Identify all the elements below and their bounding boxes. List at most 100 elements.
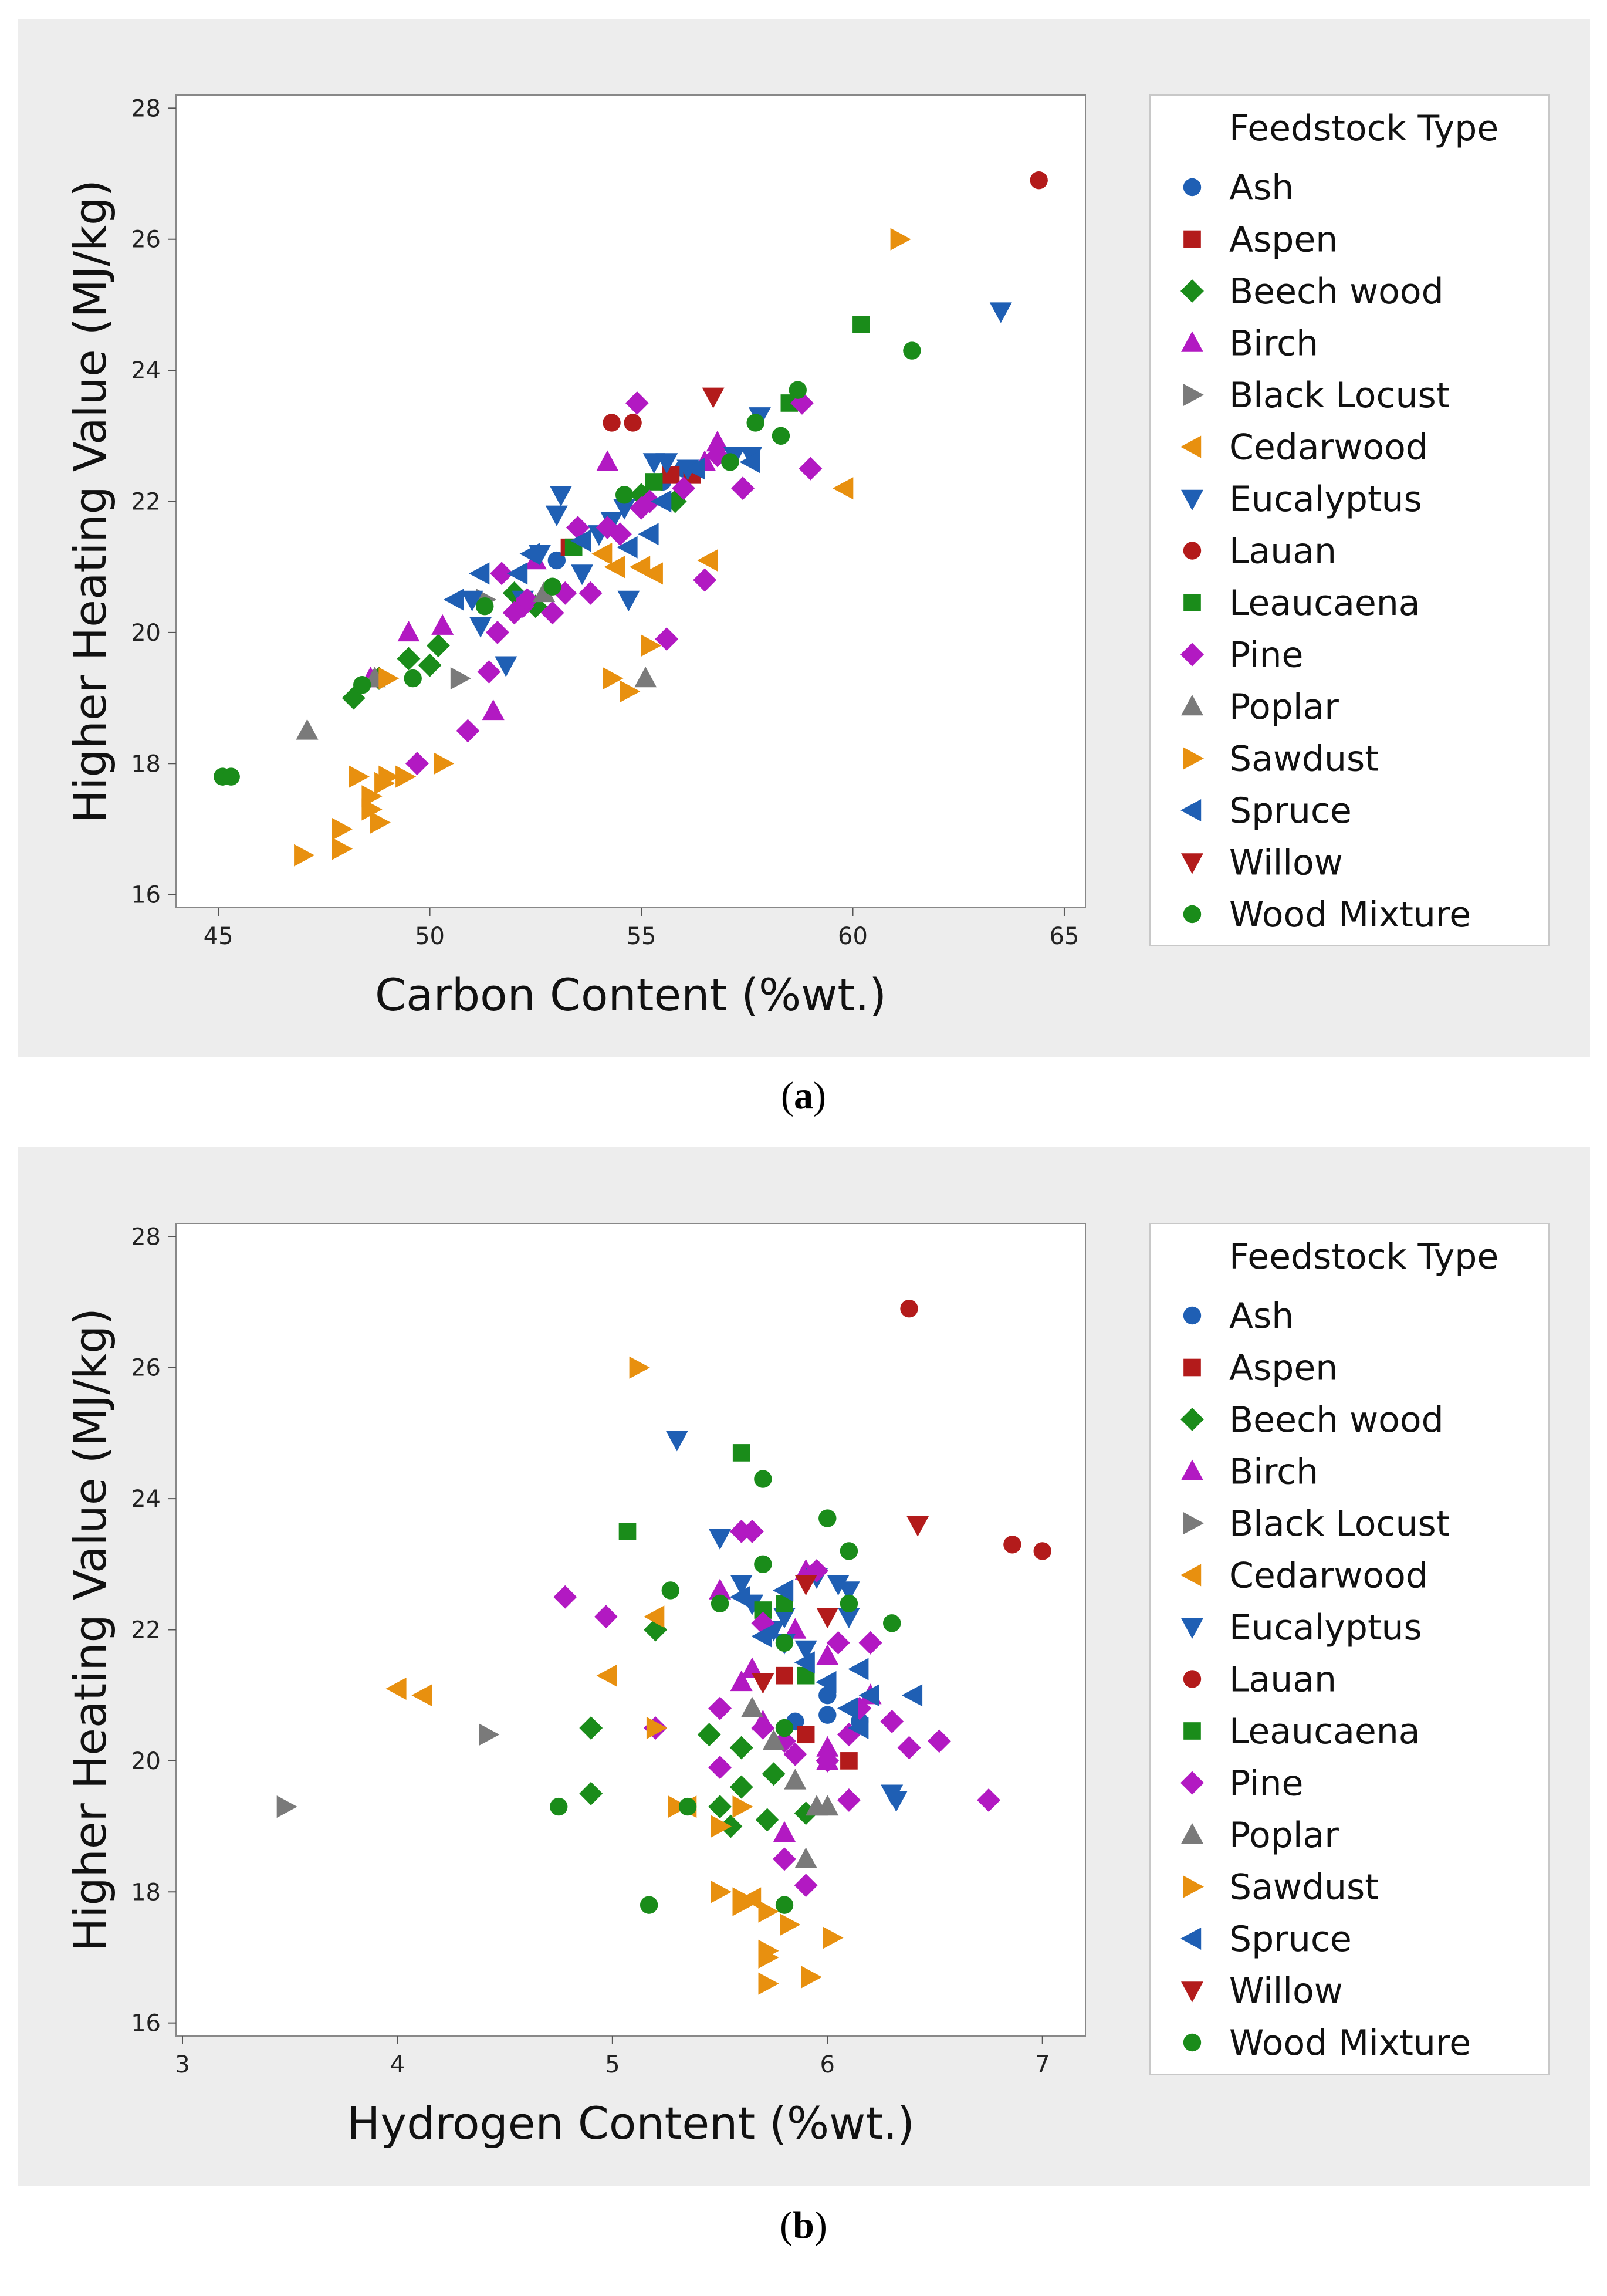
point-sawdust bbox=[801, 1966, 822, 1989]
point-pine bbox=[751, 1716, 775, 1740]
point-birch bbox=[706, 431, 729, 452]
legend-marker-wood-mixture bbox=[1183, 2033, 1202, 2052]
point-wood-mixture bbox=[840, 1542, 858, 1560]
legend-marker-ash bbox=[1183, 178, 1202, 197]
legend-label-ash: Ash bbox=[1229, 1296, 1294, 1337]
point-pine bbox=[708, 1756, 732, 1779]
point-willow bbox=[702, 387, 725, 408]
legend-label-poplar: Poplar bbox=[1229, 687, 1339, 728]
legend-label-wood-mixture: Wood Mixture bbox=[1229, 2023, 1471, 2064]
point-wood-mixture bbox=[883, 1614, 901, 1632]
point-beech-wood bbox=[708, 1795, 732, 1818]
point-wood-mixture bbox=[775, 1719, 794, 1737]
point-sawdust bbox=[434, 752, 455, 775]
legend-marker-beech-wood bbox=[1180, 1408, 1204, 1431]
point-wood-mixture bbox=[721, 453, 739, 471]
point-lauan bbox=[603, 414, 621, 432]
point-spruce bbox=[519, 542, 540, 565]
point-wood-mixture bbox=[818, 1509, 837, 1527]
y-tick-label: 18 bbox=[131, 750, 161, 777]
point-spruce bbox=[773, 1579, 794, 1602]
point-spruce bbox=[570, 529, 591, 552]
point-sawdust bbox=[620, 680, 641, 703]
point-wood-mixture bbox=[840, 1594, 858, 1613]
legend-marker-eucalyptus bbox=[1181, 1618, 1203, 1639]
point-spruce bbox=[848, 1658, 869, 1680]
legend-label-birch: Birch bbox=[1229, 323, 1318, 364]
point-poplar bbox=[533, 581, 556, 603]
point-beech-wood bbox=[729, 1736, 753, 1760]
point-spruce bbox=[837, 1697, 858, 1720]
point-spruce bbox=[469, 562, 490, 585]
point-willow bbox=[794, 1575, 817, 1596]
point-wood-mixture bbox=[772, 427, 790, 445]
legend-title: Feedstock Type bbox=[1229, 108, 1498, 149]
legend-label-birch: Birch bbox=[1229, 1452, 1318, 1493]
point-pine bbox=[740, 1520, 764, 1543]
point-sawdust bbox=[890, 228, 911, 251]
point-spruce bbox=[816, 1671, 837, 1693]
point-eucalyptus bbox=[773, 1608, 796, 1629]
point-pine bbox=[708, 1696, 732, 1720]
point-lauan bbox=[624, 414, 642, 432]
point-eucalyptus bbox=[617, 590, 640, 611]
legend-label-lauan: Lauan bbox=[1229, 531, 1337, 572]
y-tick-label: 22 bbox=[131, 489, 161, 516]
point-beech-wood bbox=[729, 1775, 753, 1799]
legend-label-spruce: Spruce bbox=[1229, 790, 1352, 831]
legend-label-pine: Pine bbox=[1229, 1763, 1303, 1804]
legend-marker-black-locust bbox=[1183, 384, 1204, 406]
point-spruce bbox=[651, 490, 672, 513]
point-birch bbox=[816, 1736, 839, 1757]
point-pine bbox=[456, 719, 480, 743]
x-tick-label: 65 bbox=[1050, 923, 1080, 950]
legend-marker-pine bbox=[1180, 1771, 1204, 1795]
x-tick-label: 3 bbox=[175, 2051, 190, 2078]
legend-marker-cedarwood bbox=[1180, 1564, 1202, 1587]
legend-label-eucalyptus: Eucalyptus bbox=[1229, 1607, 1422, 1648]
point-spruce bbox=[443, 589, 464, 611]
legend-label-aspen: Aspen bbox=[1229, 219, 1338, 261]
point-sawdust bbox=[349, 765, 370, 788]
point-leaucaena bbox=[852, 316, 870, 333]
point-wood-mixture bbox=[775, 1634, 794, 1652]
point-sawdust bbox=[711, 1815, 732, 1838]
point-cedarwood bbox=[591, 542, 613, 565]
point-lauan bbox=[900, 1300, 918, 1318]
legend-marker-beech-wood bbox=[1180, 279, 1204, 303]
point-birch bbox=[709, 1578, 732, 1600]
point-pine bbox=[490, 562, 514, 586]
point-eucalyptus bbox=[837, 1581, 860, 1602]
point-sawdust bbox=[711, 1881, 732, 1903]
legend-label-poplar: Poplar bbox=[1229, 1815, 1339, 1856]
legend-marker-lauan bbox=[1183, 542, 1202, 560]
point-pine bbox=[405, 752, 429, 776]
point-wood-mixture bbox=[775, 1896, 794, 1914]
point-poplar bbox=[741, 1696, 763, 1717]
point-sawdust bbox=[395, 765, 417, 788]
plot-area bbox=[175, 1223, 1086, 2037]
point-pine bbox=[566, 516, 590, 540]
point-pine bbox=[790, 391, 814, 415]
legend-label-cedarwood: Cedarwood bbox=[1229, 427, 1428, 468]
point-wood-mixture bbox=[754, 1470, 772, 1488]
legend-label-sawdust: Sawdust bbox=[1229, 739, 1379, 780]
point-sawdust bbox=[370, 811, 391, 834]
legend-label-pine: Pine bbox=[1229, 635, 1303, 676]
y-tick-label: 20 bbox=[131, 620, 161, 647]
point-wood-mixture bbox=[543, 577, 561, 596]
point-eucalyptus bbox=[665, 1431, 688, 1452]
legend-marker-poplar bbox=[1181, 1823, 1203, 1844]
point-cedarwood bbox=[596, 1664, 617, 1687]
point-beech-wood bbox=[755, 1808, 779, 1832]
point-pine bbox=[502, 601, 526, 625]
point-sawdust bbox=[758, 1972, 779, 1995]
y-tick-label: 28 bbox=[131, 95, 161, 122]
point-wood-mixture bbox=[404, 669, 422, 688]
point-pine bbox=[553, 1585, 577, 1609]
point-spruce bbox=[729, 1585, 750, 1608]
point-pine bbox=[794, 1874, 818, 1898]
point-birch bbox=[482, 699, 505, 721]
point-spruce bbox=[507, 562, 528, 585]
legend-label-wood-mixture: Wood Mixture bbox=[1229, 894, 1471, 935]
